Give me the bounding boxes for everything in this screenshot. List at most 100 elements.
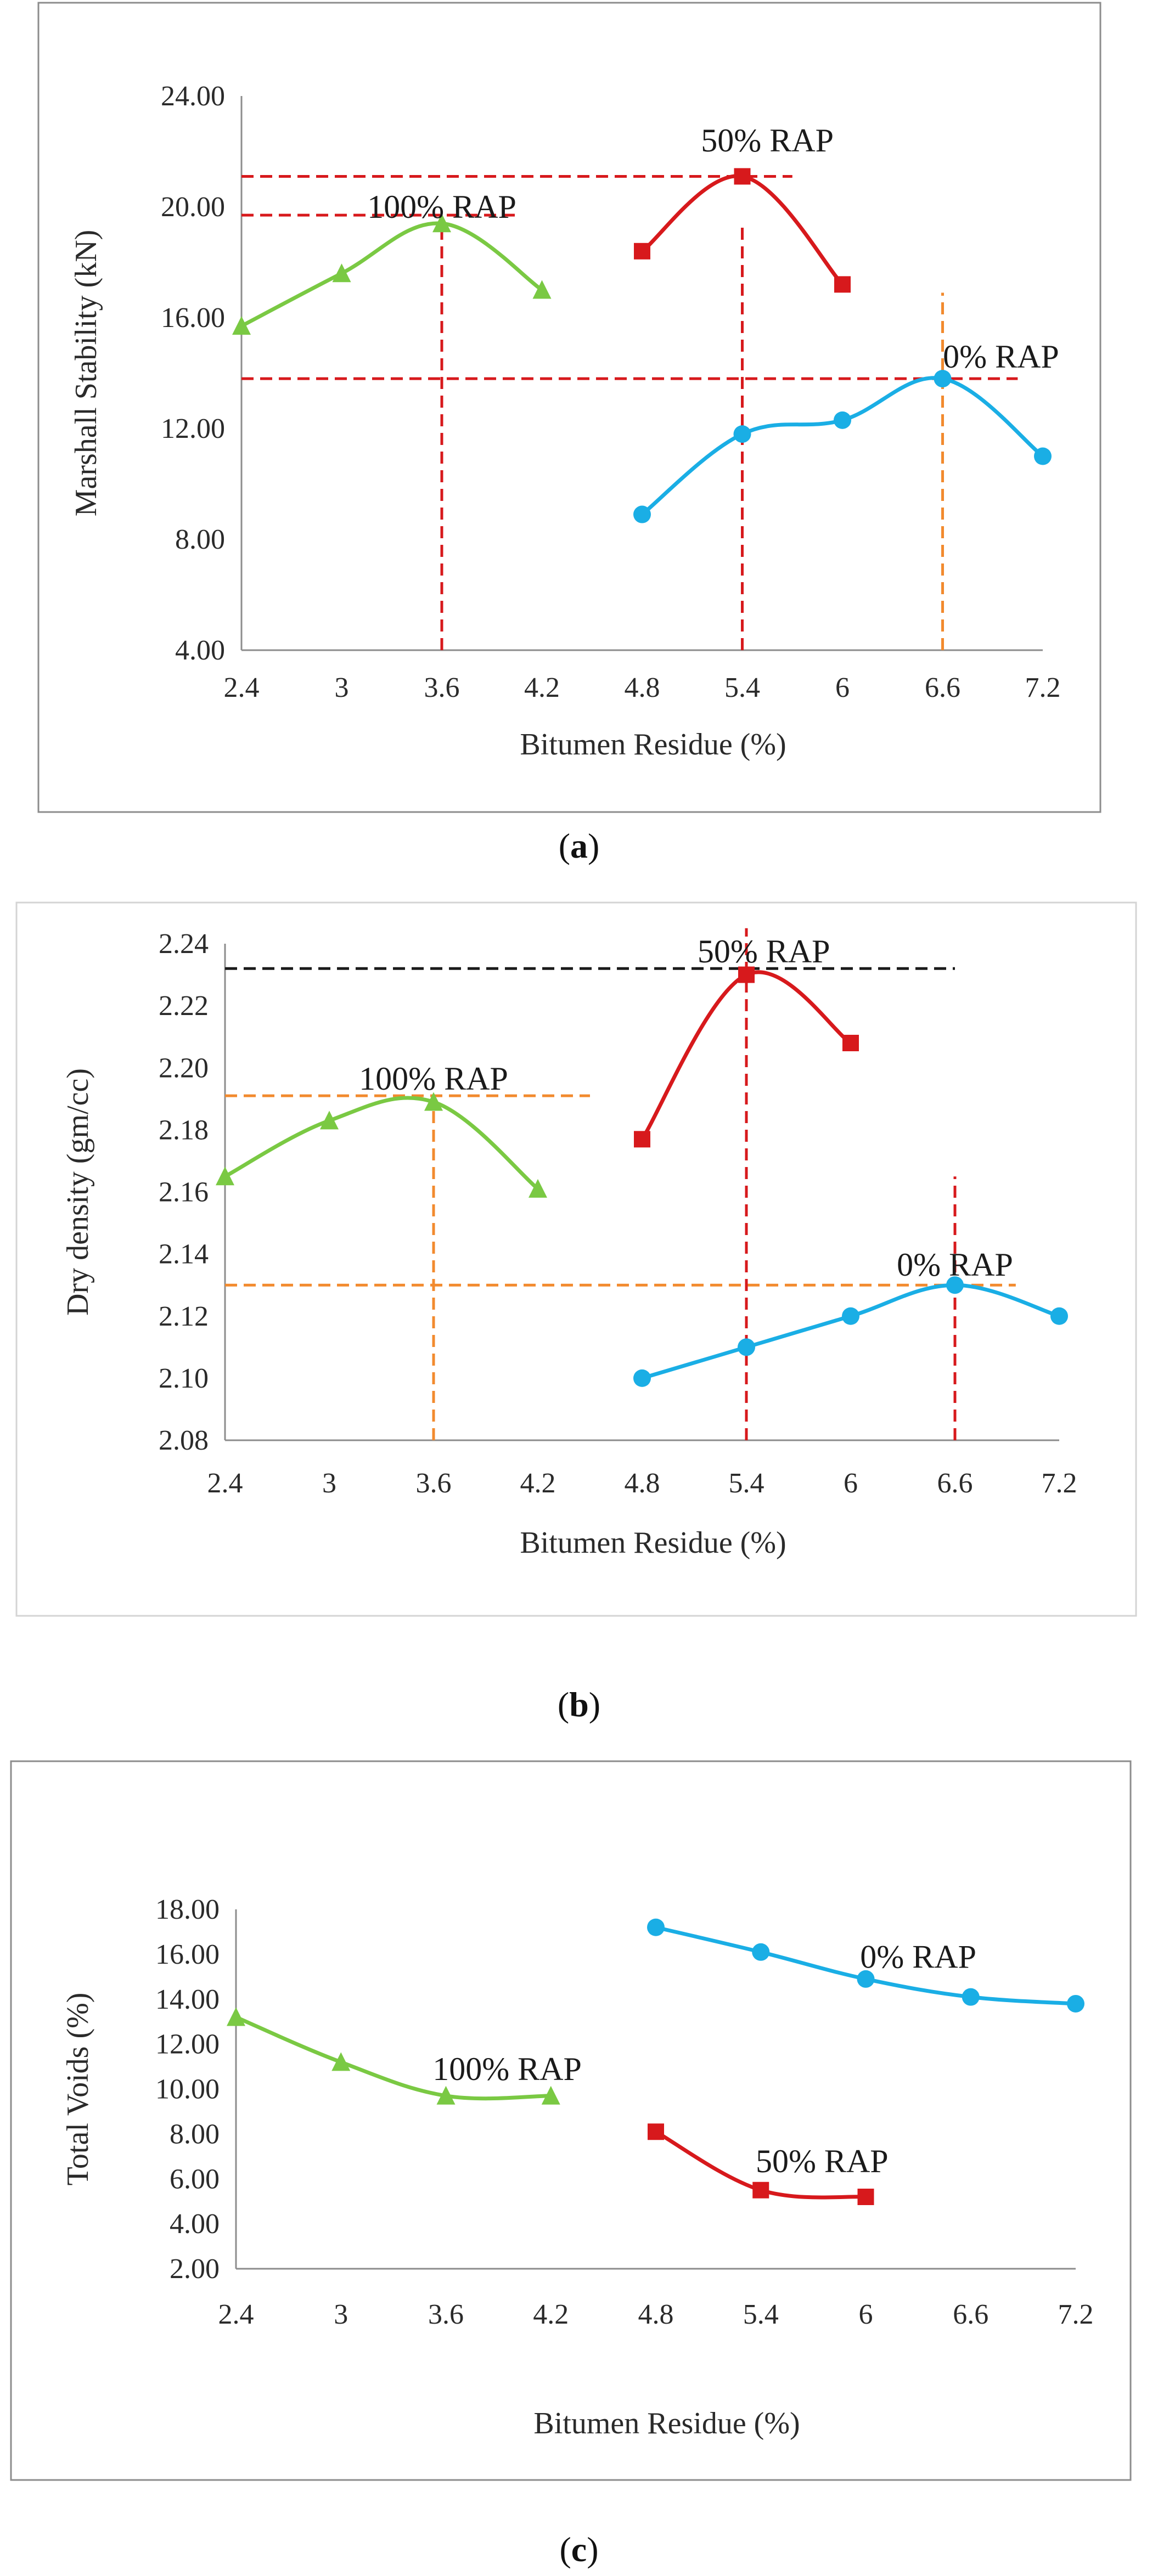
- chart-b-data-point: [320, 1111, 339, 1130]
- chart-c-data-point: [648, 2123, 664, 2140]
- chart-c-x-tick-label: 6: [859, 2299, 873, 2330]
- chart-b-x-tick-label: 6.6: [937, 1468, 973, 1499]
- chart-a-y-tick-label: 12.00: [161, 413, 225, 444]
- chart-c-x-tick-label: 6.6: [953, 2299, 988, 2330]
- chart-b-x-tick-label: 6: [844, 1468, 858, 1499]
- chart-c-data-point: [331, 2052, 351, 2071]
- chart-a-y-tick-label: 16.00: [161, 302, 225, 334]
- chart-b-series-label: 0% RAP: [897, 1247, 1013, 1283]
- chart-c-data-point: [541, 2085, 560, 2105]
- chart-b-data-point: [738, 1338, 755, 1356]
- chart-a-y-tick-label: 8.00: [175, 524, 225, 555]
- chart-b-series-label: 100% RAP: [359, 1061, 508, 1097]
- chart-b-x-axis-title: Bitumen Residue (%): [520, 1526, 786, 1560]
- chart-b-data-point: [634, 1131, 650, 1148]
- chart-b-data-point: [633, 1369, 651, 1387]
- chart-b-x-tick-label: 7.2: [1042, 1468, 1077, 1499]
- chart-c-series-label: 100% RAP: [432, 2051, 582, 2087]
- chart-b-y-tick-label: 2.24: [159, 928, 209, 960]
- chart-c-data-point: [1067, 1994, 1084, 2013]
- chart-c-x-tick-label: 4.8: [638, 2299, 674, 2330]
- chart-b-data-point: [1050, 1307, 1068, 1325]
- chart-a-y-tick-label: 20.00: [161, 191, 225, 223]
- chart-b-x-tick-label: 2.4: [207, 1468, 243, 1499]
- chart-a-x-tick-label: 4.2: [524, 672, 560, 703]
- chart-a-svg: 4.00 8.00 12.00 16.00 20.00 24.00 2.4 3 3.6 4.2 4.…: [37, 2, 1101, 813]
- chart-c-y-tick-label: 4.00: [170, 2208, 220, 2240]
- chart-b-svg: 2.08 2.10 2.12 2.14 2.16 2.18 2.20 2.22 2.24 2.4 3…: [15, 901, 1137, 1617]
- chart-c-x-tick-label: 5.4: [743, 2299, 779, 2330]
- chart-c-y-tick-label: 10.00: [155, 2074, 220, 2105]
- chart-a-x-tick-label: 3.6: [424, 672, 460, 703]
- chart-b-y-tick-label: 2.20: [159, 1052, 209, 1084]
- chart-c-data-point: [227, 2007, 245, 2026]
- chart-c-y-axis-title: Total Voids (%): [61, 1993, 95, 2186]
- chart-a-x-tick-label: 2.4: [224, 672, 260, 703]
- chart-c-data-point: [857, 1970, 875, 1988]
- chart-a-y-tick-label: 4.00: [175, 635, 225, 666]
- chart-a-data-point: [834, 276, 851, 293]
- chart-a-data-point: [332, 263, 351, 283]
- chart-c-x-tick-label: 7.2: [1058, 2299, 1094, 2330]
- chart-a-data-point: [733, 425, 751, 443]
- chart-c-data-point: [647, 1918, 665, 1936]
- chart-a-x-tick-label: 5.4: [724, 672, 760, 703]
- chart-b-y-axis-title: Dry density (gm/cc): [61, 1068, 95, 1316]
- chart-c-data-point: [962, 1988, 980, 2006]
- chart-a-x-tick-label: 7.2: [1025, 672, 1061, 703]
- caption-c-letter: c: [571, 2530, 587, 2569]
- chart-a-data-point: [934, 370, 952, 388]
- chart-a-y-axis-title: Marshall Stability (kN): [69, 230, 103, 517]
- chart-panel-b: 2.08 2.10 2.12 2.14 2.16 2.18 2.20 2.22 2.24 2.4 3…: [0, 856, 1158, 1724]
- chart-panel-a: 4.00 8.00 12.00 16.00 20.00 24.00 2.4 3 3.6 4.2 4.…: [0, 0, 1158, 865]
- chart-c-x-tick-label: 3: [334, 2299, 348, 2330]
- chart-a-data-point: [232, 316, 251, 335]
- chart-c-svg: 2.00 4.00 6.00 8.00 10.00 12.00 14.00 16.00 18.0…: [10, 1760, 1132, 2481]
- chart-b-data-point: [842, 1307, 859, 1325]
- chart-b-y-tick-label: 2.12: [159, 1301, 209, 1332]
- chart-b-y-tick-label: 2.08: [159, 1425, 209, 1456]
- chart-b-data-point: [424, 1092, 443, 1111]
- chart-c-y-tick-label: 8.00: [170, 2118, 220, 2150]
- caption-a: (a): [558, 826, 600, 865]
- chart-c-y-tick-label: 6.00: [170, 2163, 220, 2195]
- chart-a-data-point: [532, 280, 552, 299]
- chart-c-y-tick-label: 12.00: [155, 2029, 220, 2060]
- chart-c-y-tick-label: 18.00: [155, 1894, 220, 1925]
- caption-a-letter: a: [570, 826, 588, 865]
- chart-b-frame: [15, 901, 1137, 1617]
- chart-a-y-tick-label: 24.00: [161, 81, 225, 112]
- chart-c-series-label: 0% RAP: [860, 1938, 976, 1975]
- chart-a-x-tick-label: 6: [835, 672, 850, 703]
- chart-a-frame: [37, 2, 1101, 813]
- chart-b-series-line: [223, 1096, 540, 1191]
- chart-a-series-label: 100% RAP: [367, 189, 516, 225]
- chart-a-data-point: [634, 243, 650, 260]
- chart-c-y-tick-label: 14.00: [155, 1984, 220, 2015]
- chart-b-y-tick-label: 2.14: [159, 1239, 209, 1270]
- chart-b-y-tick-label: 2.16: [159, 1177, 209, 1208]
- chart-b-x-tick-label: 4.2: [520, 1468, 556, 1499]
- chart-c-data-point: [752, 2182, 769, 2199]
- caption-b: (b): [557, 1685, 601, 1724]
- chart-b-x-tick-label: 4.8: [625, 1468, 660, 1499]
- chart-b-data-point: [529, 1179, 547, 1198]
- caption-c: (c): [559, 2530, 599, 2569]
- chart-c-y-tick-label: 16.00: [155, 1939, 220, 1970]
- chart-a-series-label: 0% RAP: [943, 339, 1059, 375]
- chart-b-y-tick-label: 2.10: [159, 1363, 209, 1394]
- chart-a-data-point: [734, 168, 751, 185]
- chart-a-series-label: 50% RAP: [701, 122, 834, 159]
- chart-b-series-label: 50% RAP: [698, 933, 830, 969]
- chart-b-y-tick-label: 2.22: [159, 990, 209, 1022]
- chart-a-x-tick-label: 6.6: [925, 672, 960, 703]
- chart-b-x-tick-label: 3.6: [416, 1468, 452, 1499]
- chart-a-data-point: [834, 411, 851, 429]
- chart-a-data-point: [1034, 447, 1052, 465]
- chart-b-data-point: [216, 1166, 234, 1186]
- chart-b-data-point: [738, 966, 755, 983]
- chart-a-series-line: [239, 221, 544, 328]
- chart-c-series-line: [234, 2015, 553, 2101]
- chart-b-x-tick-label: 3: [322, 1468, 336, 1499]
- chart-c-data-point: [857, 2189, 874, 2205]
